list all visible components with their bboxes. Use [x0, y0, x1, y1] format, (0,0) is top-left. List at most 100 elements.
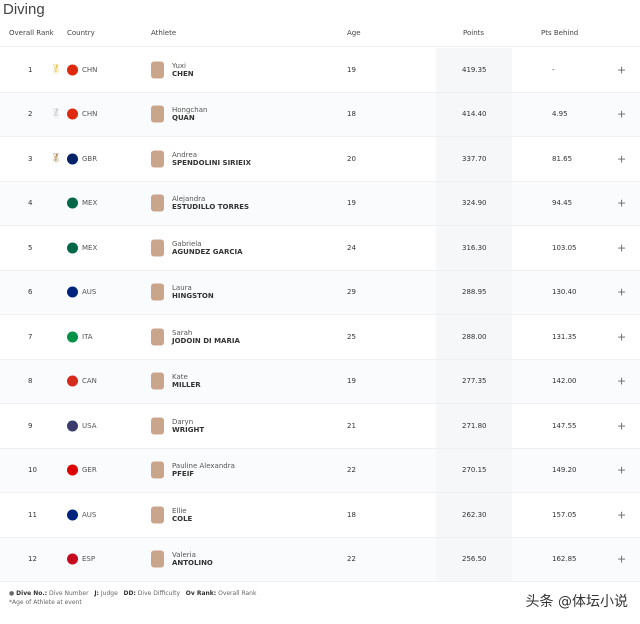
athlete-name[interactable]: Alejandra ESTUDILLO TORRES: [172, 195, 249, 211]
pts-behind: 103.05: [552, 243, 577, 252]
age: 21: [347, 421, 356, 430]
expand-plus-icon[interactable]: +: [617, 463, 627, 477]
flag-icon: [67, 331, 78, 343]
first-name: Alejandra: [172, 195, 206, 204]
last-name: ANTOLINO: [172, 559, 213, 568]
rank: 9: [28, 421, 33, 430]
flag-icon: [67, 242, 78, 254]
points: 256.50: [462, 555, 487, 564]
expand-plus-icon[interactable]: +: [617, 107, 627, 121]
table-row[interactable]: 5 MEX Gabriela AGUNDEZ GARCIA 24 316.30 1…: [0, 226, 640, 271]
last-name: PFEIF: [172, 470, 195, 479]
points: 270.15: [462, 466, 487, 475]
points: 414.40: [462, 110, 487, 119]
points: 288.00: [462, 332, 487, 341]
expand-plus-icon[interactable]: +: [617, 285, 627, 299]
country-code: AUS: [82, 510, 97, 519]
expand-plus-icon[interactable]: +: [617, 508, 627, 522]
table-row[interactable]: 6 AUS Laura HINGSTON 29 288.95 130.40 +: [0, 270, 640, 315]
table-row[interactable]: 11 AUS Ellie COLE 18 262.30 157.05 +: [0, 493, 640, 538]
athlete-name[interactable]: Hongchan QUAN: [172, 106, 207, 122]
first-name: Ellie: [172, 506, 187, 515]
rank: 3: [28, 154, 33, 163]
flag-icon: [67, 553, 78, 565]
first-name: Yuxi: [172, 61, 186, 70]
table-row[interactable]: 8 CAN Kate MILLER 19 277.35 142.00 +: [0, 359, 640, 404]
expand-plus-icon[interactable]: +: [617, 196, 627, 210]
athlete-name[interactable]: Valeria ANTOLINO: [172, 551, 213, 567]
pts-behind: -: [552, 65, 555, 74]
expand-plus-icon[interactable]: +: [617, 374, 627, 388]
table-row[interactable]: 10 GER Pauline Alexandra PFEIF 22 270.15 …: [0, 448, 640, 493]
athlete-name[interactable]: Kate MILLER: [172, 373, 201, 389]
last-name: SPENDOLINI SIRIEIX: [172, 158, 251, 167]
athlete-name[interactable]: Pauline Alexandra PFEIF: [172, 462, 235, 478]
avatar: [151, 283, 164, 301]
age: 22: [347, 466, 356, 475]
rank: 2: [28, 110, 33, 119]
table-row[interactable]: 12 ESP Valeria ANTOLINO 22 256.50 162.85 …: [0, 537, 640, 582]
country-code: ITA: [82, 332, 93, 341]
flag-icon: [67, 509, 78, 521]
table-row[interactable]: 9 USA Daryn WRIGHT 21 271.80 147.55 +: [0, 404, 640, 449]
age: 19: [347, 65, 356, 74]
flag-icon: [67, 153, 78, 165]
avatar: [151, 461, 164, 479]
last-name: ESTUDILLO TORRES: [172, 203, 250, 212]
header-athlete: Athlete: [151, 29, 177, 37]
age-note: *Age of Athlete at event: [9, 599, 82, 606]
athlete-name[interactable]: Andrea SPENDOLINI SIRIEIX: [172, 151, 251, 167]
expand-plus-icon[interactable]: +: [617, 330, 627, 344]
avatar: [151, 372, 164, 390]
table-row[interactable]: 2 🏅︎ CHN Hongchan QUAN 18 414.40 4.95 +: [0, 92, 640, 137]
athlete-name[interactable]: Daryn WRIGHT: [172, 418, 204, 434]
points-cell-bg: [436, 448, 512, 492]
country-code: CHN: [82, 110, 98, 119]
last-name: MILLER: [172, 381, 201, 390]
pts-behind: 81.65: [552, 154, 573, 163]
legend-text: Dive Number: [49, 590, 89, 597]
athlete-name[interactable]: Ellie COLE: [172, 507, 192, 523]
legend-key: DD:: [123, 590, 136, 597]
flag-icon: [67, 108, 78, 120]
country-code: GER: [82, 466, 97, 475]
points-cell-bg: [436, 359, 512, 403]
first-name: Daryn: [172, 417, 194, 426]
table-row[interactable]: 4 MEX Alejandra ESTUDILLO TORRES 19 324.9…: [0, 181, 640, 226]
expand-plus-icon[interactable]: +: [617, 419, 627, 433]
table-row[interactable]: 1 🏅︎ CHN Yuxi CHEN 19 419.35 - +: [0, 48, 640, 93]
expand-plus-icon[interactable]: +: [617, 241, 627, 255]
expand-plus-icon[interactable]: +: [617, 63, 627, 77]
age: 29: [347, 288, 356, 297]
points: 271.80: [462, 421, 487, 430]
points: 419.35: [462, 65, 487, 74]
medal-icon: 🏅︎: [50, 64, 62, 75]
rank: 4: [28, 199, 33, 208]
points: 262.30: [462, 510, 487, 519]
athlete-name[interactable]: Yuxi CHEN: [172, 62, 194, 78]
country-code: GBR: [82, 154, 98, 163]
expand-plus-icon[interactable]: +: [617, 152, 627, 166]
avatar: [151, 239, 164, 257]
athlete-name[interactable]: Sarah JODOIN DI MARIA: [172, 329, 240, 345]
avatar: [151, 105, 164, 123]
points-cell-bg: [436, 226, 512, 270]
athlete-name[interactable]: Gabriela AGUNDEZ GARCIA: [172, 240, 243, 256]
last-name: JODOIN DI MARIA: [172, 336, 240, 345]
points-cell-bg: [436, 270, 512, 314]
points: 324.90: [462, 199, 487, 208]
expand-plus-icon[interactable]: +: [617, 552, 627, 566]
flag-icon: [67, 464, 78, 476]
table-row[interactable]: 7 ITA Sarah JODOIN DI MARIA 25 288.00 131…: [0, 315, 640, 360]
flag-icon: [67, 420, 78, 432]
athlete-name[interactable]: Laura HINGSTON: [172, 284, 214, 300]
pts-behind: 4.95: [552, 110, 568, 119]
points-cell-bg: [436, 92, 512, 136]
rank: 8: [28, 377, 33, 386]
country-code: AUS: [82, 288, 97, 297]
table-row[interactable]: 3 🏅︎ GBR Andrea SPENDOLINI SIRIEIX 20 337…: [0, 137, 640, 182]
points: 288.95: [462, 288, 487, 297]
header-points: Points: [463, 29, 485, 37]
points-cell-bg: [436, 48, 512, 92]
legend-text: Judge: [100, 590, 118, 597]
